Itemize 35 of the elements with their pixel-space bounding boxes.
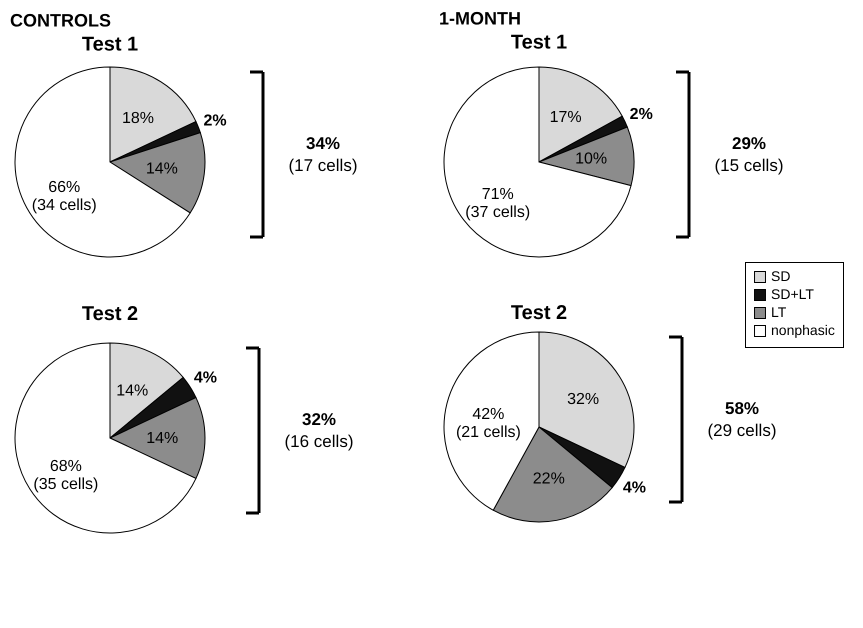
data-label: 18% [122, 110, 154, 127]
chart-title: Test 2 [82, 302, 138, 325]
text: 58% [724, 399, 760, 418]
data-label: 66% (34 cells) [32, 179, 97, 214]
chart-subtitle: Test 1 [82, 34, 138, 56]
text: (17 cells) [288, 156, 358, 175]
data-label: 14% [146, 430, 178, 447]
chart-title: Test 2 [510, 302, 568, 324]
data-label: 2% [630, 106, 653, 123]
text: (29 cells) [708, 421, 776, 440]
text: 34% [306, 134, 340, 153]
legend-label: LT [771, 304, 787, 320]
data-label: 10% [575, 150, 608, 168]
chart-title: 1-MONTH [439, 8, 521, 29]
data-label: 14% [146, 160, 178, 178]
data-label: 71% (37 cells) [465, 186, 530, 222]
data-label: 4% [622, 480, 646, 497]
text: 32% [302, 410, 336, 429]
data-label: 14% [116, 382, 148, 400]
data-label: 22% [532, 470, 565, 488]
data-label: 2% [204, 112, 227, 130]
chart-subtitle: Test 1 [510, 32, 568, 54]
data-label: 32% [567, 391, 600, 408]
pie-slice [444, 66, 632, 258]
legend-label: SD [771, 268, 790, 284]
data-label: 42% (21 cells) [456, 406, 521, 442]
chart-title: CONTROLS [10, 10, 111, 31]
data-label: 68% (35 cells) [33, 458, 98, 493]
data-label: 17% [550, 109, 582, 126]
text: (15 cells) [714, 156, 784, 175]
data-label: 4% [194, 369, 217, 386]
legend-label: SD+LT [771, 286, 814, 302]
text: 29% [732, 134, 766, 153]
legend-label: nonphasic [771, 322, 835, 338]
text: (16 cells) [284, 432, 354, 451]
